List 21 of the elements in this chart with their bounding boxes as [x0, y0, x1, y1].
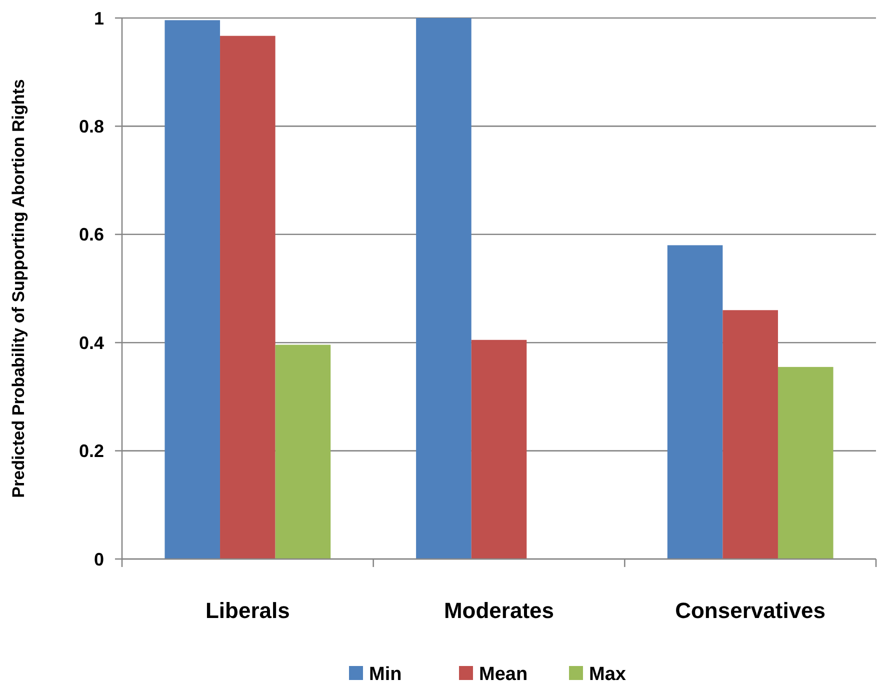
bar	[164, 20, 220, 559]
y-tick-label: 0.4	[78, 332, 104, 353]
y-tick-label: 0.8	[78, 116, 104, 136]
y-tick-label: 0	[94, 549, 104, 570]
legend-label: Mean	[479, 664, 528, 685]
bar	[722, 310, 778, 559]
x-tick-label: Conservatives	[675, 598, 826, 623]
x-tick-label: Liberals	[205, 598, 290, 623]
y-axis-title: Predicted Probability of Supporting Abortion Rights	[9, 79, 28, 498]
bar	[778, 366, 834, 559]
bar	[667, 245, 723, 559]
x-tick-label: Moderates	[444, 598, 554, 623]
bar	[416, 18, 472, 559]
y-tick-label: 0.6	[78, 224, 104, 245]
legend-label: Min	[369, 664, 402, 685]
y-tick-label: 0.2	[78, 441, 104, 462]
bar	[220, 36, 276, 559]
legend-label: Max	[589, 664, 626, 685]
y-tick-label: 1	[94, 8, 104, 28]
bar	[471, 340, 527, 559]
bar	[275, 344, 331, 559]
